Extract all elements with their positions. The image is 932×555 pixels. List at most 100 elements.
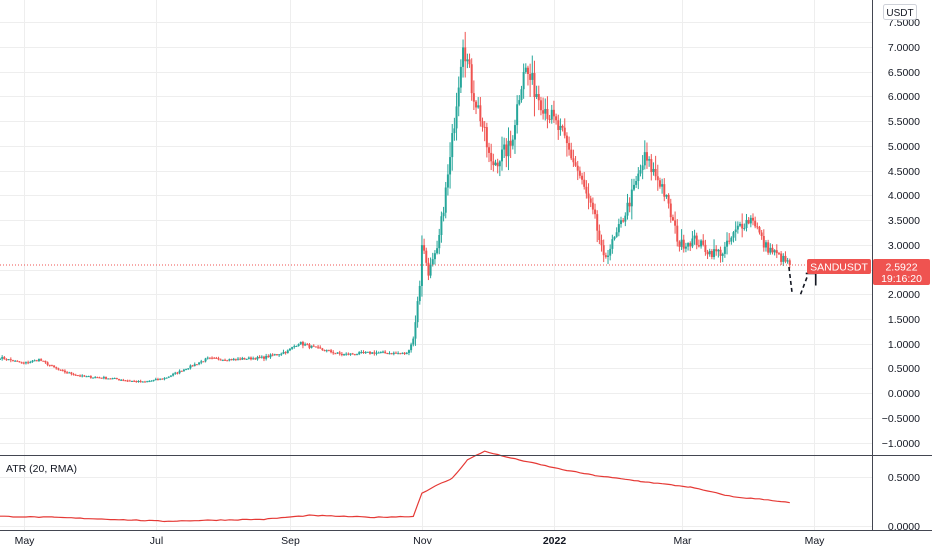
atr-legend[interactable]: ATR (20, RMA) (6, 463, 77, 475)
candle[interactable] (143, 380, 146, 383)
candle[interactable] (189, 364, 192, 370)
candle[interactable] (479, 97, 482, 127)
candle[interactable] (135, 380, 138, 383)
candle[interactable] (427, 257, 430, 281)
candle[interactable] (332, 350, 335, 355)
candle[interactable] (0, 357, 1, 360)
candle[interactable] (485, 122, 488, 158)
candle[interactable] (678, 240, 681, 252)
candle[interactable] (215, 356, 218, 359)
candle[interactable] (273, 353, 276, 356)
candle[interactable] (347, 352, 350, 356)
candle[interactable] (98, 376, 101, 379)
candle[interactable] (641, 155, 644, 180)
candle[interactable] (319, 345, 322, 349)
candle[interactable] (137, 380, 140, 383)
candle[interactable] (494, 159, 497, 166)
candle[interactable] (591, 197, 594, 215)
candle[interactable] (542, 97, 545, 120)
candle[interactable] (511, 135, 514, 150)
candle[interactable] (254, 357, 257, 360)
candle[interactable] (115, 377, 118, 380)
candle[interactable] (176, 371, 179, 375)
candle[interactable] (29, 360, 32, 364)
candle[interactable] (224, 358, 227, 361)
candle[interactable] (293, 344, 296, 349)
candle[interactable] (243, 357, 246, 360)
candle[interactable] (559, 118, 562, 136)
candle[interactable] (7, 358, 10, 361)
candle[interactable] (295, 345, 298, 348)
candle[interactable] (200, 359, 203, 365)
candle[interactable] (327, 349, 330, 352)
symbol-price-tag[interactable]: SANDUSDT 2.5922 19:16:20 (807, 259, 930, 285)
candle[interactable] (589, 195, 592, 208)
candle[interactable] (217, 356, 220, 361)
candle[interactable] (102, 375, 105, 380)
candle[interactable] (529, 63, 532, 97)
candle[interactable] (105, 376, 108, 380)
candle[interactable] (522, 63, 525, 99)
candle[interactable] (291, 346, 294, 350)
candle[interactable] (262, 355, 265, 362)
candle[interactable] (14, 360, 17, 362)
candle[interactable] (635, 175, 638, 188)
candle[interactable] (596, 210, 599, 243)
candle[interactable] (762, 229, 765, 252)
candle[interactable] (390, 352, 393, 355)
candle[interactable] (152, 379, 155, 382)
candle[interactable] (425, 247, 428, 266)
candle[interactable] (239, 357, 242, 361)
candle[interactable] (9, 357, 12, 363)
candle[interactable] (780, 251, 783, 265)
candle[interactable] (513, 119, 516, 154)
candle[interactable] (674, 211, 677, 234)
candle[interactable] (615, 227, 618, 238)
candle[interactable] (416, 296, 419, 328)
candle[interactable] (356, 353, 359, 356)
candle[interactable] (159, 378, 162, 381)
candle[interactable] (358, 351, 361, 356)
candle[interactable] (507, 127, 510, 171)
candle[interactable] (464, 31, 467, 78)
candle[interactable] (741, 213, 744, 238)
candle[interactable] (284, 351, 287, 355)
candle[interactable] (185, 368, 188, 371)
candle[interactable] (459, 59, 462, 93)
candle[interactable] (403, 352, 406, 356)
candle[interactable] (719, 246, 722, 263)
candle[interactable] (410, 342, 413, 353)
candle[interactable] (607, 250, 610, 265)
candle[interactable] (317, 344, 320, 349)
candle[interactable] (405, 351, 408, 355)
candle[interactable] (146, 380, 149, 383)
candle[interactable] (94, 376, 97, 379)
candle[interactable] (500, 136, 503, 171)
candle[interactable] (338, 350, 341, 356)
candle[interactable] (381, 350, 384, 354)
candle[interactable] (343, 353, 346, 356)
candle[interactable] (211, 356, 214, 360)
candle[interactable] (70, 371, 73, 376)
candle[interactable] (552, 100, 555, 123)
candle[interactable] (531, 55, 534, 85)
candle[interactable] (594, 203, 597, 219)
candle[interactable] (172, 372, 175, 377)
candle[interactable] (113, 377, 116, 380)
candle[interactable] (429, 257, 432, 279)
candle[interactable] (622, 217, 625, 223)
candle[interactable] (345, 352, 348, 356)
candle[interactable] (535, 85, 538, 100)
candle[interactable] (249, 356, 252, 361)
candle[interactable] (444, 181, 447, 219)
candle[interactable] (219, 358, 222, 361)
candle[interactable] (431, 252, 434, 267)
candle[interactable] (74, 373, 77, 376)
candle[interactable] (498, 160, 501, 177)
candle[interactable] (503, 137, 506, 159)
candle[interactable] (455, 92, 458, 141)
price-pane[interactable] (0, 31, 872, 383)
candle[interactable] (745, 213, 748, 232)
candle[interactable] (16, 360, 19, 362)
candle[interactable] (550, 104, 553, 124)
